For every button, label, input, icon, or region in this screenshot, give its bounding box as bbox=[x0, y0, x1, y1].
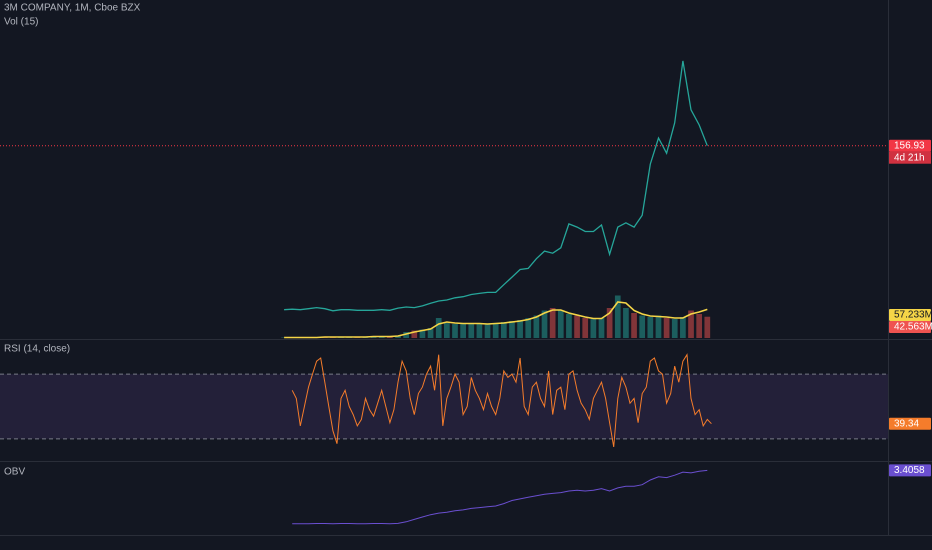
volume-bar bbox=[427, 328, 434, 338]
volume-bar bbox=[696, 314, 703, 338]
rsi-band bbox=[0, 374, 888, 439]
symbol-title: 3M COMPANY, 1M, Cboe BZX bbox=[4, 3, 141, 14]
volume-bar bbox=[419, 329, 426, 338]
volume-bar bbox=[411, 330, 418, 338]
volume-bar bbox=[517, 320, 523, 338]
volume-bar bbox=[566, 314, 572, 338]
volume-bar bbox=[541, 310, 548, 338]
value-badge-label: 42.563M bbox=[894, 322, 932, 333]
value-badge-label: 39.34 bbox=[894, 418, 919, 429]
countdown-label: 4d 21h bbox=[894, 152, 925, 163]
value-badge bbox=[889, 417, 931, 430]
volume-bar bbox=[468, 323, 475, 338]
volume-bar bbox=[476, 324, 483, 338]
volume-bar bbox=[525, 318, 532, 338]
volume-bar bbox=[639, 315, 646, 338]
volume-bar bbox=[631, 313, 637, 338]
volume-bar bbox=[663, 318, 670, 338]
volume-bar bbox=[403, 332, 410, 338]
value-badge bbox=[889, 139, 931, 152]
volume-bar bbox=[606, 308, 613, 338]
series-line bbox=[292, 469, 708, 525]
value-badge-label: 57.233M bbox=[894, 310, 932, 321]
value-badge-label: 156.93 bbox=[894, 140, 925, 151]
volume-bar bbox=[460, 323, 466, 338]
volume-bar bbox=[444, 323, 450, 338]
volume-title: Vol (15) bbox=[4, 17, 38, 28]
volume-bar bbox=[598, 318, 605, 338]
volume-bar bbox=[614, 295, 621, 338]
volume-bar bbox=[704, 316, 711, 338]
series-line bbox=[284, 60, 708, 312]
volume-bar bbox=[688, 310, 694, 338]
volume-bar bbox=[671, 319, 678, 338]
pane-title: RSI (14, close) bbox=[4, 344, 70, 355]
volume-bar bbox=[647, 317, 654, 338]
marks bbox=[0, 60, 888, 525]
volume-bar bbox=[582, 318, 589, 338]
volume-bar bbox=[509, 321, 515, 338]
volume-bar bbox=[500, 322, 507, 338]
value-badge-label: 3.4058 bbox=[894, 465, 925, 476]
volume-bar bbox=[549, 308, 556, 338]
volume-bar bbox=[557, 310, 564, 338]
volume-bar bbox=[680, 317, 686, 338]
volume-bar bbox=[435, 318, 442, 338]
volume-bar bbox=[623, 308, 629, 338]
value-badge bbox=[889, 464, 931, 477]
pane-title: OBV bbox=[4, 467, 25, 478]
volume-bar bbox=[590, 319, 597, 338]
volume-bar bbox=[484, 324, 491, 338]
volume-bar bbox=[655, 315, 662, 338]
series-line bbox=[291, 353, 712, 447]
value-badge bbox=[889, 321, 931, 333]
volume-bar bbox=[281, 337, 287, 338]
volume-bar bbox=[574, 315, 580, 338]
value-badge bbox=[889, 309, 931, 321]
volume-bar bbox=[452, 324, 458, 338]
volume-bar bbox=[533, 315, 540, 338]
volume-bar bbox=[492, 323, 499, 338]
series-line bbox=[284, 301, 708, 339]
countdown-badge bbox=[889, 151, 931, 164]
